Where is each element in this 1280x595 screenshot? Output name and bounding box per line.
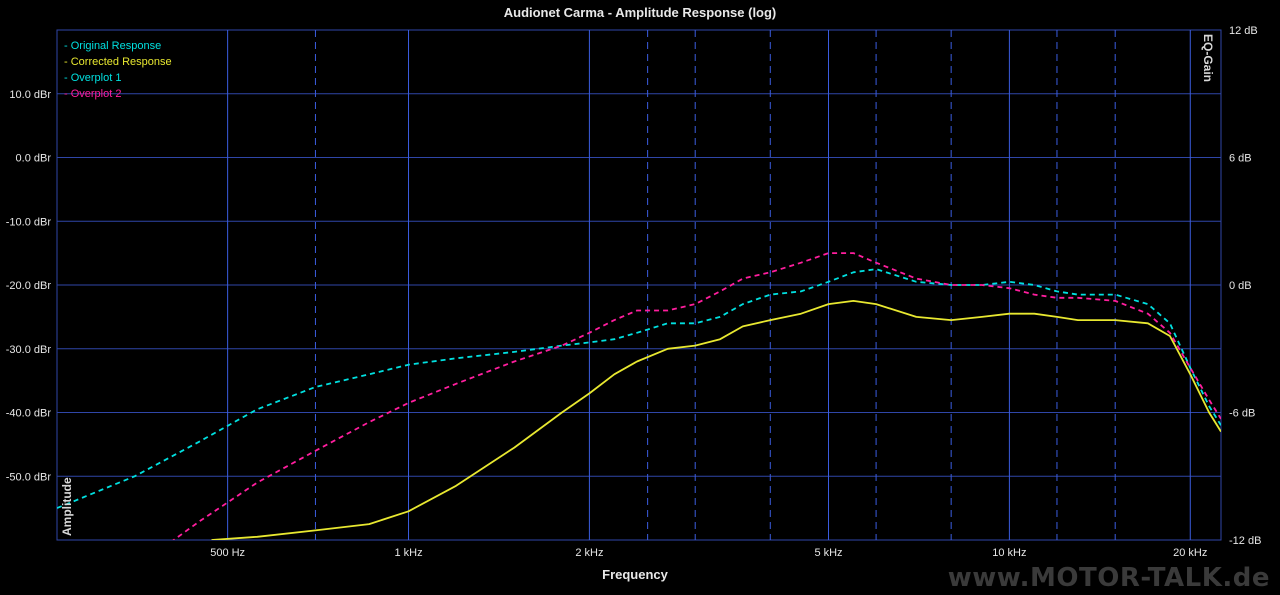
x-axis-label: Frequency [602, 567, 668, 582]
series-line-overplot-2 [172, 252, 1221, 540]
y-tick-label: -50.0 dBr [6, 471, 52, 483]
y2-tick-label: -12 dB [1229, 535, 1261, 547]
legend-entry-overplot-2: - Overplot 2 [64, 88, 121, 100]
series-line-overplot-1 [57, 268, 1221, 509]
x-tick-label: 2 kHz [575, 547, 603, 559]
series-line-corrected-response [211, 300, 1221, 540]
legend-entry-corrected-response: - Corrected Response [64, 56, 172, 68]
y-tick-label: 10.0 dBr [9, 89, 51, 101]
chart-title: Audionet Carma - Amplitude Response (log… [503, 5, 777, 20]
y-tick-label: -20.0 dBr [6, 280, 52, 292]
x-tick-label: 20 kHz [1173, 547, 1207, 559]
y2-tick-label: 0 dB [1229, 280, 1252, 292]
watermark: www.MOTOR-TALK.de [947, 563, 1270, 593]
y2-tick-label: -6 dB [1229, 408, 1255, 420]
y-axis-label: Amplitude [60, 477, 74, 536]
legend-entry-original-response: - Original Response [64, 40, 161, 52]
y2-axis-label: EQ-Gain [1201, 34, 1215, 82]
y-tick-label: -30.0 dBr [6, 344, 52, 356]
x-tick-label: 500 Hz [210, 547, 245, 559]
y-tick-label: -10.0 dBr [6, 216, 52, 228]
y-tick-label: 0.0 dBr [16, 153, 52, 165]
x-tick-label: 1 kHz [394, 547, 422, 559]
y-tick-label: -40.0 dBr [6, 408, 52, 420]
x-tick-label: 10 kHz [992, 547, 1026, 559]
y2-tick-label: 12 dB [1229, 25, 1258, 37]
x-tick-label: 5 kHz [814, 547, 842, 559]
y2-tick-label: 6 dB [1229, 153, 1252, 165]
legend-entry-overplot-1: - Overplot 1 [64, 72, 121, 84]
